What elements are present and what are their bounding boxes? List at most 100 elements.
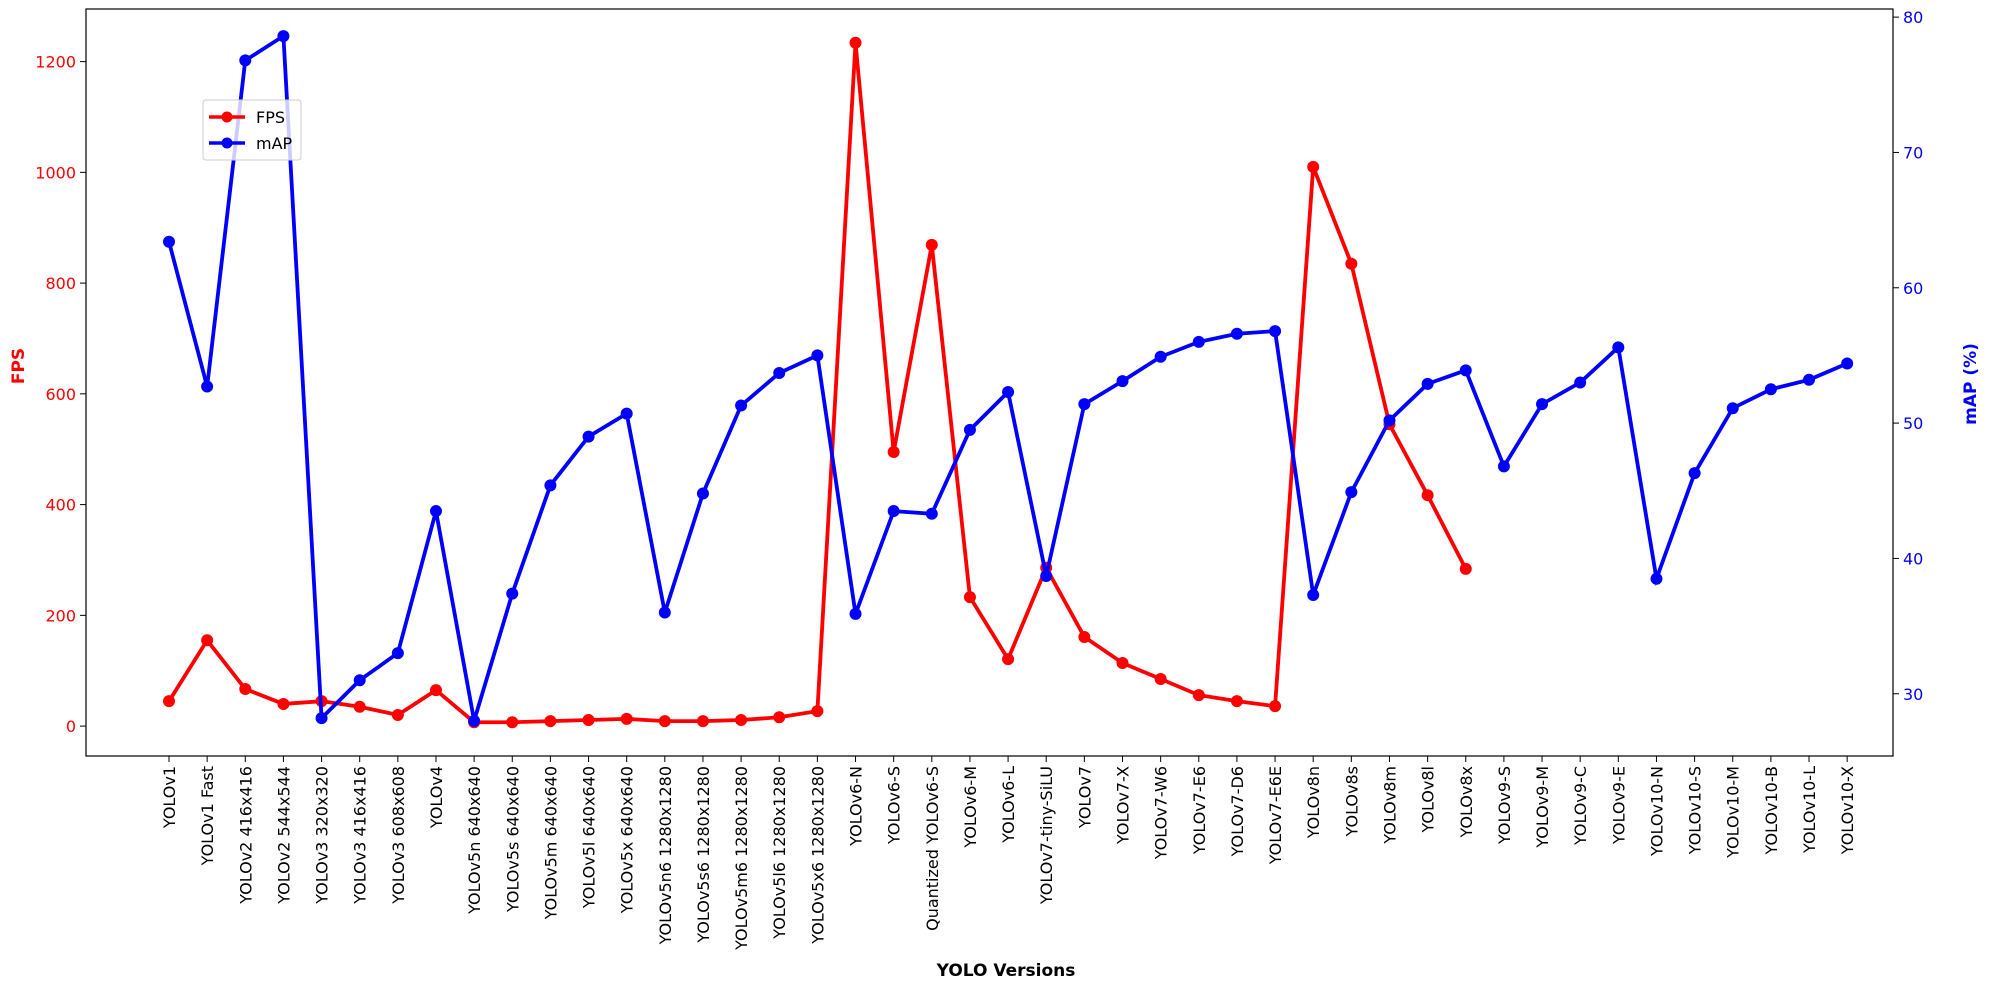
x-tick-label: YOLOv5s 640x640 [503,766,522,913]
point-map [391,647,404,660]
point-fps [544,715,557,728]
x-tick-label: YOLOv5m 640x640 [541,766,560,920]
point-map [1459,364,1472,377]
point-fps [963,591,976,604]
legend: FPS mAP [202,99,302,161]
x-tick-label: YOLOv5n6 1280x1280 [656,766,675,945]
point-map [1230,327,1243,340]
x-tick-label: YOLOv10-X [1838,766,1857,855]
point-fps [1192,689,1205,702]
point-map [1612,341,1625,354]
right-tick-label: 70 [1903,143,1923,162]
point-map [429,505,442,518]
x-tick-label: YOLOv2 416x416 [236,766,255,905]
series-line-fps [167,42,1468,725]
point-fps [391,709,404,722]
x-tick-label: YOLOv5s6 1280x1280 [694,766,713,944]
point-fps [1002,653,1015,666]
x-tick-label: YOLOv3 608x608 [389,766,408,905]
point-map [239,54,252,67]
point-map [1536,398,1549,411]
point-fps [1269,700,1282,713]
x-tick-label: YOLOv7-X [1114,766,1133,845]
point-fps [1421,489,1434,502]
point-fps [1345,257,1358,270]
legend-fps-label: FPS [256,108,285,127]
left-tick-label: 0 [66,717,76,736]
point-map [735,399,748,412]
point-fps [620,712,633,725]
point-map [1002,385,1015,398]
x-tick-label: YOLOv5n 640x640 [465,766,484,915]
x-tick-label: YOLOv10-S [1686,766,1705,855]
x-tick-label: YOLOv5x6 1280x1280 [808,766,827,945]
point-map [887,505,900,518]
point-fps [239,683,252,695]
x-tick-label: YOLOv10-B [1762,766,1781,855]
x-tick-label: YOLOv5m6 1280x1280 [732,766,751,951]
point-map [506,587,519,600]
x-tick-label: YOLOv7-E6E [1266,766,1285,865]
x-tick-label: YOLOv6-S [885,766,904,845]
x-tick-label: YOLOv6-M [961,766,980,849]
x-tick-label: YOLOv7 [1075,766,1094,829]
point-map [1803,373,1816,386]
right-y-axis-label: mAP (%) [1961,343,1981,425]
point-map [582,430,595,443]
point-fps [429,684,442,697]
point-map [1040,570,1053,583]
x-axis-label: YOLO Versions [936,961,1076,981]
point-map [1116,375,1129,388]
series-line-map [167,32,1848,723]
series-layer [163,30,1854,729]
point-map [658,606,671,619]
x-tick-label: YOLOv1 [160,766,179,829]
right-tick-label: 40 [1903,549,1923,568]
point-map [849,607,862,620]
x-tick-label: YOLOv4 [427,766,446,829]
point-map [544,479,557,492]
point-map [1497,460,1510,473]
x-tick-label: YOLOv9-S [1495,766,1514,845]
point-fps [887,445,900,458]
point-map [163,235,175,248]
point-map [1078,398,1091,411]
x-tick-label: YOLOv10-M [1724,766,1743,859]
point-map [353,674,366,687]
point-map [1650,572,1663,585]
point-map [963,423,976,436]
left-tick-label: 200 [45,606,76,625]
left-tick-label: 1200 [35,53,76,72]
x-tick-label: YOLOv8s [1342,766,1361,837]
x-tick-label: YOLOv7-W6 [1152,766,1171,860]
point-fps [773,711,786,724]
x-tick-label: YOLOv8n [1304,766,1323,839]
x-tick-label: YOLOv5l 640x640 [580,766,599,909]
left-y-axis-label: FPS [9,348,29,384]
right-tick-label: 80 [1903,8,1923,27]
x-axis: YOLOv1 YOLOv1 Fast YOLOv2 416x416 YOLOv2 54… [160,756,1857,951]
point-fps [696,715,709,728]
plot-frame [85,8,1894,757]
right-tick-label: 30 [1903,685,1923,704]
point-fps [811,705,824,718]
point-fps [201,634,214,647]
x-tick-label: YOLOv10-N [1647,766,1666,857]
point-map [1345,486,1358,499]
point-map [277,30,290,43]
point-fps [1459,562,1472,575]
point-fps [658,715,671,728]
point-fps [506,716,519,729]
point-map [1192,335,1205,348]
x-tick-label: YOLOv3 320x320 [313,766,332,905]
point-fps [735,714,748,727]
x-tick-label: YOLOv10-L [1800,766,1819,854]
x-tick-label: YOLOv7-E6 [1190,766,1209,855]
point-map [1269,325,1282,338]
point-map [1154,350,1167,363]
x-tick-label: YOLOv1 Fast [198,766,217,866]
point-map [1307,588,1320,601]
x-tick-label: YOLOv8l [1419,766,1438,834]
left-tick-label: 800 [45,274,76,293]
